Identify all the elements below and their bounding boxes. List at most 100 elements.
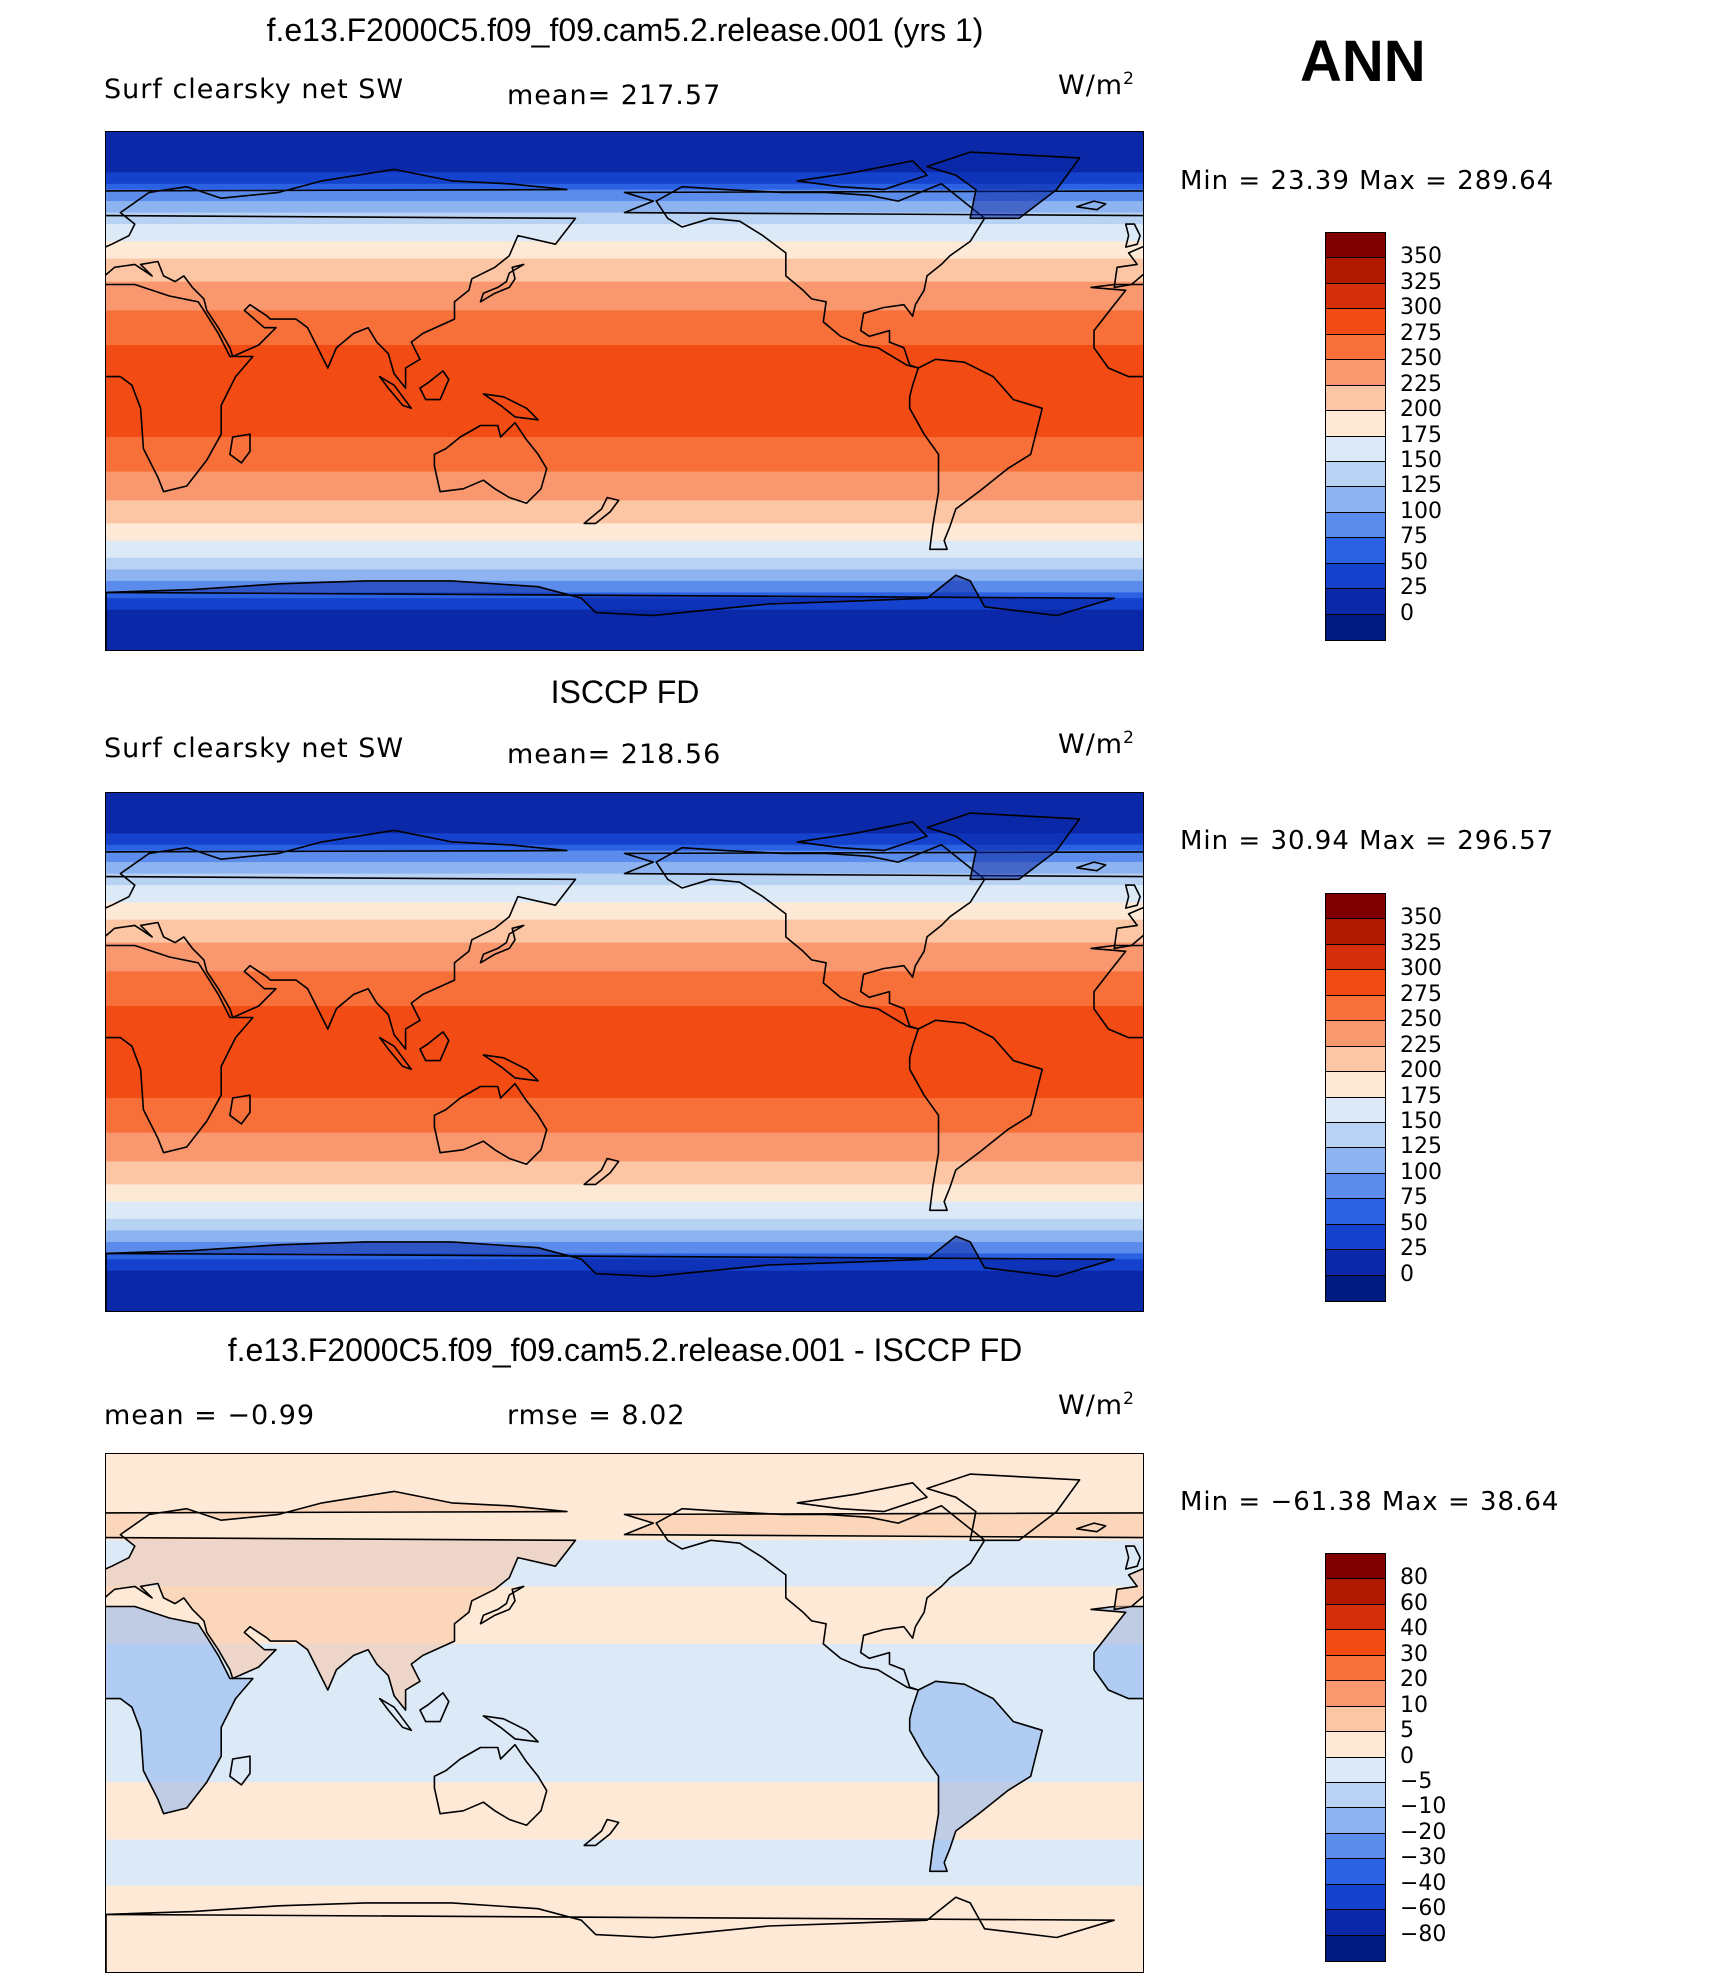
colorbar-swatch [1326, 1021, 1385, 1047]
field-band [106, 1828, 1143, 1835]
colorbar-swatch [1326, 944, 1385, 971]
field-band [106, 1563, 1143, 1570]
field-band [106, 575, 1143, 582]
coastline-newzealand [583, 1818, 620, 1847]
coastline-iceland [1075, 1522, 1107, 1533]
field-band [106, 1126, 1143, 1134]
colorbar-swatch [1326, 1782, 1385, 1809]
field-band [106, 965, 1143, 973]
field-band [106, 977, 1143, 984]
colorbar-tick-label: 20 [1400, 1667, 1428, 1693]
coastline-australia [433, 1082, 548, 1166]
field-band [106, 471, 1143, 478]
colorbar-swatch [1326, 1250, 1385, 1276]
field-band [106, 281, 1143, 288]
field-band [106, 345, 1143, 352]
colorbar-tick-label: 325 [1400, 269, 1442, 295]
field-band [106, 1690, 1143, 1697]
field-band [106, 586, 1143, 594]
colorbar-tick-label: 200 [1400, 1058, 1442, 1084]
field-band [106, 1103, 1143, 1111]
field-band [106, 1459, 1143, 1467]
colorbar-tick-label: 225 [1400, 1032, 1442, 1058]
field-band [106, 994, 1143, 1001]
colorbar-swatch [1326, 1706, 1385, 1733]
colorbar-swatch [1326, 538, 1385, 564]
field-band [106, 833, 1143, 840]
colorbar-swatch [1326, 970, 1385, 996]
field-band [106, 873, 1143, 880]
field-band [106, 419, 1143, 427]
field-band [106, 178, 1143, 185]
field-band [106, 1276, 1143, 1283]
field-band [106, 982, 1143, 990]
coastline-samerica [908, 1019, 1044, 1212]
field-band [106, 1282, 1143, 1289]
colorbar-swatch [1326, 334, 1385, 361]
field-band [106, 1874, 1143, 1881]
panel-diff-map [105, 1453, 1144, 1973]
field-band [106, 155, 1143, 162]
field-band [106, 644, 1143, 650]
colorbar-tick-label: 175 [1400, 422, 1442, 448]
coastline-eurasia [623, 1512, 1143, 1611]
panel-obs-units: W/m2 [1058, 728, 1135, 760]
field-band [106, 1799, 1143, 1806]
colorbar-swatch [1326, 487, 1385, 513]
field-band [106, 1540, 1143, 1547]
field-band [106, 511, 1143, 519]
field-band [106, 362, 1143, 369]
coastline-namerica [655, 843, 986, 1030]
colorbar-tick-label: 250 [1400, 346, 1442, 372]
colorbar-swatch [1326, 283, 1385, 310]
colorbar-tick-label: 0 [1400, 600, 1414, 626]
field-band [106, 798, 1143, 806]
field-band [106, 1782, 1143, 1789]
field-band [106, 1931, 1143, 1939]
season-label: ANN [1300, 29, 1426, 94]
field-band [106, 1546, 1143, 1553]
field-band [106, 1586, 1143, 1593]
field-band [106, 1494, 1143, 1501]
field-band [106, 1667, 1143, 1674]
field-band [106, 885, 1143, 892]
field-band [106, 1069, 1143, 1076]
colorbar-tick-label: 10 [1400, 1692, 1428, 1718]
field-band [106, 1764, 1143, 1772]
coastline-newguinea [482, 1715, 539, 1743]
colorbar-tick-label: 225 [1400, 371, 1442, 397]
field-band [106, 1017, 1143, 1024]
field-band [106, 839, 1143, 846]
colorbar-swatch [1326, 995, 1385, 1022]
coastline-australia [433, 1743, 548, 1827]
field-band [106, 632, 1143, 640]
field-band [106, 356, 1143, 363]
field-band [106, 856, 1143, 863]
field-band [106, 1937, 1143, 1944]
field-band [106, 1109, 1143, 1116]
field-band [106, 247, 1143, 254]
coastline-canadaislands [796, 820, 928, 852]
coastline-newzealand [583, 1157, 620, 1186]
field-band [106, 350, 1143, 358]
field-band [106, 1023, 1143, 1030]
field-band [106, 1747, 1143, 1754]
field-band [106, 896, 1143, 903]
colorbar-swatch [1326, 1808, 1385, 1834]
colorbar-tick-label: 75 [1400, 524, 1428, 550]
field-band [106, 1006, 1143, 1013]
field-band [106, 1213, 1143, 1220]
field-band [106, 534, 1143, 542]
coastline-namerica [655, 182, 986, 369]
field-band [106, 1115, 1143, 1122]
colorbar-tick-label: 30 [1400, 1641, 1428, 1667]
field-band [106, 948, 1143, 955]
field-band [106, 1195, 1143, 1203]
field-band [106, 235, 1143, 242]
field-band [106, 1833, 1143, 1841]
colorbar-swatch [1326, 1859, 1385, 1885]
coastline-uk [1124, 884, 1141, 909]
field-band [106, 621, 1143, 628]
coastline-eurasia [106, 829, 577, 1050]
field-band [106, 1218, 1143, 1226]
